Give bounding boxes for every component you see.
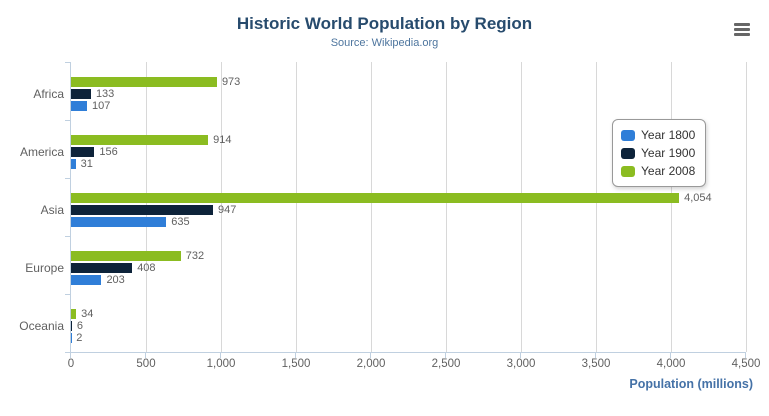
category-row: 34 6 2 <box>71 294 746 352</box>
value-label: 31 <box>80 158 93 170</box>
gridline <box>671 62 672 352</box>
y-axis-tick <box>65 352 70 353</box>
category-row: 914 156 31 <box>71 120 746 178</box>
bar-year-1900[interactable] <box>71 263 133 273</box>
y-axis-tick <box>65 294 70 295</box>
category-label: Oceania <box>19 319 64 333</box>
bar-year-1900[interactable] <box>71 89 91 99</box>
value-label: 107 <box>92 100 111 112</box>
x-axis-tick <box>295 353 296 358</box>
y-axis-tick <box>65 62 70 63</box>
gridline <box>371 62 372 352</box>
value-label: 133 <box>95 88 115 100</box>
legend-label: Year 2008 <box>641 164 696 178</box>
x-tick-label: 4,000 <box>656 358 686 370</box>
value-label: 156 <box>99 146 118 158</box>
x-axis-tick <box>370 353 371 358</box>
x-tick-label: 1,500 <box>281 358 311 370</box>
value-label: 973 <box>221 76 241 88</box>
value-label: 203 <box>106 274 125 286</box>
x-axis-tick <box>670 353 671 358</box>
plot-area: 973 133 107 914 156 31 4,054 947 635 732 408 203 34 6… <box>65 62 747 358</box>
menu-bar <box>734 23 750 26</box>
gridline <box>746 62 747 352</box>
x-axis-tick <box>520 353 521 358</box>
x-axis-tick <box>220 353 221 358</box>
bar-year-1800[interactable] <box>71 217 167 227</box>
bar-year-1900[interactable] <box>71 205 214 215</box>
y-axis-tick <box>65 178 70 179</box>
category-label: Europe <box>25 261 64 275</box>
value-label: 2 <box>76 332 83 344</box>
legend-item-year-1800[interactable]: Year 1800 <box>621 126 695 144</box>
x-axis-tick <box>445 353 446 358</box>
menu-bar <box>734 33 750 36</box>
x-tick-label: 3,500 <box>581 358 611 370</box>
gridline <box>521 62 522 352</box>
gridline <box>296 62 297 352</box>
bar-year-1800[interactable] <box>71 101 88 111</box>
legend: Year 1800 Year 1900 Year 2008 <box>612 119 707 187</box>
x-tick-label: 4,500 <box>731 358 761 370</box>
legend-swatch <box>621 165 635 177</box>
x-axis-line <box>70 352 746 353</box>
legend-item-year-1900[interactable]: Year 1900 <box>621 144 695 162</box>
bar-year-2008[interactable] <box>71 135 209 145</box>
bar-year-1800[interactable] <box>71 275 102 285</box>
x-tick-label: 500 <box>136 358 156 370</box>
bar-year-1900[interactable] <box>71 147 95 157</box>
x-tick-label: 0 <box>67 358 75 370</box>
y-axis-line <box>70 62 71 352</box>
x-axis-tick <box>745 353 746 358</box>
x-tick-label: 1,000 <box>206 358 236 370</box>
gridline <box>221 62 222 352</box>
bar-year-2008[interactable] <box>71 193 680 203</box>
legend-label: Year 1800 <box>641 128 696 142</box>
x-tick-label: 2,500 <box>431 358 461 370</box>
legend-label: Year 1900 <box>641 146 696 160</box>
x-axis-tick <box>595 353 596 358</box>
value-label: 34 <box>81 308 94 320</box>
bar-year-2008[interactable] <box>71 309 77 319</box>
chart-title: Historic World Population by Region <box>236 14 533 33</box>
category-label: Africa <box>33 87 64 101</box>
chart-subtitle: Source: Wikipedia.org <box>330 37 439 49</box>
hamburger-menu-icon[interactable] <box>734 23 750 38</box>
value-label: 732 <box>185 250 205 262</box>
bar-year-2008[interactable] <box>71 251 181 261</box>
bar-year-1900[interactable] <box>71 321 72 331</box>
category-row: 732 408 203 <box>71 236 746 294</box>
value-label: 408 <box>137 262 156 274</box>
y-axis-tick <box>65 120 70 121</box>
x-tick-label: 3,000 <box>506 358 536 370</box>
x-axis-tick <box>70 353 71 358</box>
bar-year-2008[interactable] <box>71 77 217 87</box>
y-axis-tick <box>65 236 70 237</box>
legend-item-year-2008[interactable]: Year 2008 <box>621 162 695 180</box>
legend-swatch <box>621 129 635 141</box>
category-label: America <box>19 145 64 159</box>
category-label: Asia <box>40 203 64 217</box>
category-row: 973 133 107 <box>71 62 746 120</box>
legend-swatch <box>621 147 635 159</box>
menu-bar <box>734 28 750 31</box>
value-label: 6 <box>76 320 84 332</box>
bar-year-1800[interactable] <box>71 159 76 169</box>
x-axis-tick <box>145 353 146 358</box>
gridline <box>596 62 597 352</box>
value-label: 635 <box>171 216 190 228</box>
gridline <box>446 62 447 352</box>
category-row: 4,054 947 635 <box>71 178 746 236</box>
x-axis-title: Population (millions) <box>629 377 753 391</box>
value-label: 4,054 <box>684 192 712 204</box>
value-label: 947 <box>218 204 237 216</box>
value-label: 914 <box>213 134 232 146</box>
x-tick-label: 2,000 <box>356 358 386 370</box>
